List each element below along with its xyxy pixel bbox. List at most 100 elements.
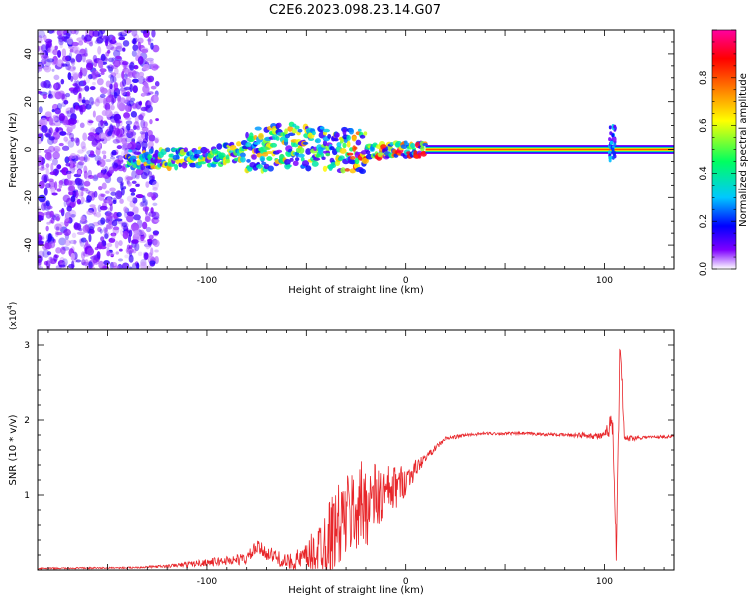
heatmap-cell	[133, 151, 141, 155]
heatmap-cell	[73, 137, 80, 143]
colorbar-tick-label: 0.2	[699, 214, 709, 228]
heatmap-cell	[88, 261, 93, 269]
heatmap-cell	[73, 222, 79, 229]
heatmap-cell	[612, 152, 616, 157]
heatmap-cell	[198, 161, 207, 165]
heatmap-cell	[68, 58, 76, 63]
heatmap-cell	[123, 112, 131, 119]
heatmap-cell	[137, 56, 144, 65]
heatmap-cell	[70, 30, 77, 35]
heatmap-cell	[52, 151, 60, 160]
heatmap-cell	[91, 69, 99, 79]
heatmap-cell	[297, 153, 305, 158]
heatmap-cell	[134, 115, 139, 124]
heatmap-cell	[83, 170, 88, 180]
heatmap-cell	[55, 81, 61, 89]
heatmap-cell	[91, 139, 98, 147]
bottom-x-ticks: -100 0 100	[47, 330, 665, 587]
heatmap-cell	[115, 251, 119, 255]
colorbar-tick-label: 0.6	[699, 118, 709, 133]
heatmap-cell	[98, 260, 104, 269]
heatmap-cell	[97, 226, 102, 233]
heatmap-cell	[68, 45, 75, 50]
heatmap-cell	[111, 161, 119, 169]
heatmap-cell	[254, 126, 262, 131]
heatmap-cell	[47, 47, 52, 53]
heatmap-cell	[99, 93, 106, 98]
colorbar-label: Normalized spectral amplitude	[738, 73, 749, 227]
heatmap-cell	[104, 102, 111, 112]
heatmap-cell	[46, 251, 52, 256]
heatmap-cell	[69, 239, 77, 244]
heatmap-cell	[68, 209, 77, 218]
heatmap-cell	[137, 41, 142, 50]
heatmap-cell	[53, 254, 58, 262]
heatmap-cell	[118, 240, 123, 246]
heatmap-cell	[134, 73, 142, 79]
bottom-x-axis-label: Height of straight line (km)	[288, 585, 424, 596]
heatmap-cell	[38, 149, 42, 154]
heatmap-cell	[131, 102, 137, 110]
heatmap-cell	[92, 128, 97, 133]
heatmap-cell	[40, 202, 47, 211]
heatmap-cell	[67, 140, 75, 148]
heatmap-cell	[95, 147, 101, 156]
heatmap-cell	[342, 128, 347, 136]
heatmap-cell	[313, 157, 321, 161]
heatmap-cell	[116, 176, 124, 183]
heatmap-cell	[178, 162, 183, 168]
heatmap-cell	[148, 148, 154, 154]
heatmap-cell	[112, 157, 119, 164]
heatmap-cell	[88, 132, 95, 137]
heatmap-cell	[132, 44, 139, 51]
heatmap-cell	[120, 182, 124, 191]
heatmap-cell	[80, 251, 86, 260]
heatmap-cell	[65, 92, 71, 98]
heatmap-cell	[81, 259, 86, 266]
heatmap-cell	[58, 264, 66, 268]
heatmap-cell	[289, 157, 294, 162]
heatmap-cell	[146, 238, 153, 243]
heatmap-cell	[61, 93, 67, 103]
heatmap-cell	[105, 95, 113, 103]
heatmap-cell	[70, 137, 75, 142]
heatmap-cell	[123, 86, 131, 92]
heatmap-cell	[98, 132, 107, 140]
heatmap-cell	[56, 164, 62, 170]
heatmap-cell	[64, 215, 70, 222]
y-tick-label: -20	[24, 190, 34, 205]
heatmap-cell	[130, 132, 136, 141]
heatmap-cell	[53, 120, 62, 127]
heatmap-cell	[104, 122, 109, 127]
heatmap-cell	[112, 197, 117, 203]
heatmap-cell	[120, 150, 125, 157]
heatmap-cell	[142, 78, 147, 82]
heatmap-cell	[135, 141, 142, 151]
heatmap-cell	[131, 30, 138, 37]
heatmap-cell	[92, 221, 100, 227]
heatmap-cell	[95, 211, 102, 218]
heatmap-cell	[125, 176, 134, 181]
heatmap-cell	[38, 137, 43, 145]
heatmap-cell	[130, 110, 138, 118]
heatmap-cell	[148, 233, 153, 239]
heatmap-cell	[115, 190, 123, 200]
heatmap-cell	[70, 195, 76, 203]
heatmap-cell	[50, 162, 54, 172]
heatmap-cell	[129, 83, 133, 93]
heatmap-cell	[80, 215, 86, 222]
heatmap-cell	[327, 133, 332, 139]
heatmap-cell	[145, 226, 152, 233]
heatmap-cell	[65, 132, 72, 136]
heatmap-cell	[38, 45, 41, 53]
heatmap-cell	[38, 35, 43, 44]
heatmap-cell	[611, 155, 615, 160]
heatmap-cell	[110, 191, 117, 196]
heatmap-cell	[87, 175, 95, 179]
y-tick-label: 40	[24, 48, 34, 60]
heatmap-cell	[54, 45, 58, 50]
heatmap-cell	[55, 217, 60, 221]
heatmap-cell	[38, 259, 42, 266]
heatmap-cell	[105, 158, 112, 163]
heatmap-cell	[284, 158, 291, 166]
